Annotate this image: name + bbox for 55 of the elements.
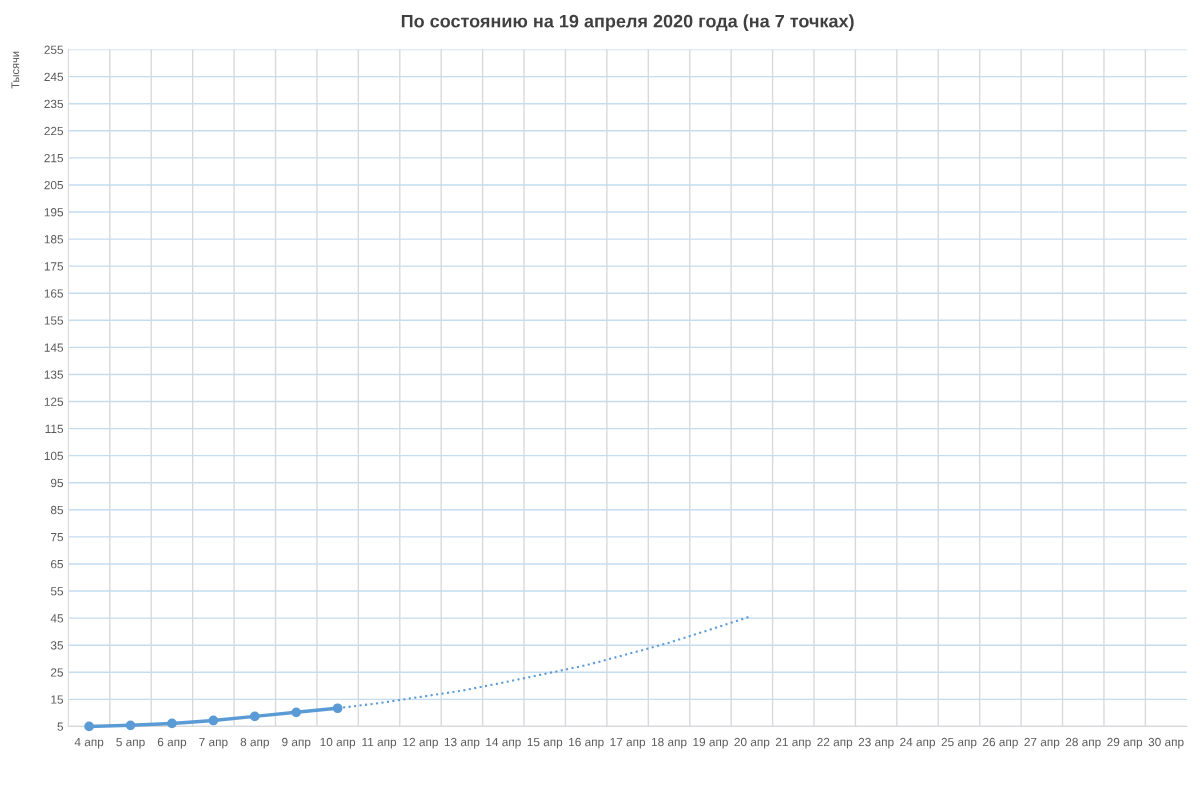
y-axis-title: Тысячи [11, 51, 20, 89]
x-tick-label: 6 апр [157, 737, 187, 749]
y-tick-label: 55 [50, 587, 64, 596]
y-tick-label: 95 [50, 478, 64, 488]
y-tick-label: 15 [51, 695, 64, 704]
y-tick-label: 45 [50, 614, 64, 623]
x-tick-label: 17 апр [610, 737, 646, 749]
x-tick-label: 5 апр [116, 737, 145, 749]
x-tick-label: 22 апр [817, 737, 853, 749]
chart-title: По состоянию на 19 апреля 2020 года (на 7 точках) [401, 14, 854, 32]
y-tick-label: 145 [44, 343, 64, 352]
y-tick-label: 225 [44, 126, 64, 136]
x-tick-label: 16 апр [569, 737, 604, 749]
y-tick-label: 65 [51, 560, 64, 569]
x-tick-label: 24 апр [900, 737, 936, 749]
x-tick-label: 7 апр [199, 737, 228, 749]
y-tick-label: 165 [44, 289, 64, 298]
y-tick-label: 185 [44, 235, 64, 244]
y-tick-label: 175 [44, 262, 64, 271]
y-tick-label: 235 [44, 99, 64, 109]
x-tick-label: 15 апр [527, 737, 563, 749]
x-tick-label: 12 апр [403, 737, 438, 749]
y-tick-label: 125 [44, 397, 64, 406]
x-tick-label: 21 апр [775, 737, 811, 749]
x-tick-label: 29 апр [1107, 737, 1143, 749]
x-tick-label: 8 апр [240, 737, 269, 749]
y-tick-label: 195 [44, 208, 64, 217]
y-tick-label: 75 [51, 533, 64, 542]
x-tick-label: 4 апр [74, 737, 104, 749]
y-tick-label: 25 [51, 668, 64, 677]
x-tick-label: 11 апр [362, 737, 397, 749]
x-tick-label: 28 апр [1065, 737, 1101, 749]
y-tick-label: 85 [50, 505, 64, 515]
x-tick-label: 26 апр [983, 737, 1018, 749]
y-tick-label: 115 [45, 424, 64, 433]
x-tick-label: 13 апр [444, 737, 480, 749]
x-tick-label: 19 апр [693, 737, 728, 749]
x-tick-label: 27 апр [1024, 737, 1060, 749]
y-tick-label: 205 [44, 180, 64, 190]
x-tick-label: 9 апр [282, 737, 311, 749]
y-tick-label: 105 [44, 451, 64, 461]
y-tick-label: 255 [44, 45, 64, 54]
y-tick-label: 155 [44, 316, 64, 325]
x-tick-label: 30 апр [1148, 737, 1184, 749]
y-tick-label: 245 [44, 72, 64, 82]
x-tick-label: 23 апр [858, 737, 894, 749]
x-tick-label: 18 апр [651, 737, 687, 749]
x-tick-label: 10 апр [320, 737, 356, 749]
x-tick-label: 20 апр [734, 737, 770, 749]
x-tick-label: 25 апр [941, 737, 977, 749]
y-tick-label: 215 [44, 153, 64, 163]
y-tick-label: 35 [50, 641, 64, 650]
y-tick-label: 5 [57, 722, 64, 731]
y-tick-label: 135 [44, 370, 64, 379]
x-tick-label: 14 апр [486, 737, 521, 749]
